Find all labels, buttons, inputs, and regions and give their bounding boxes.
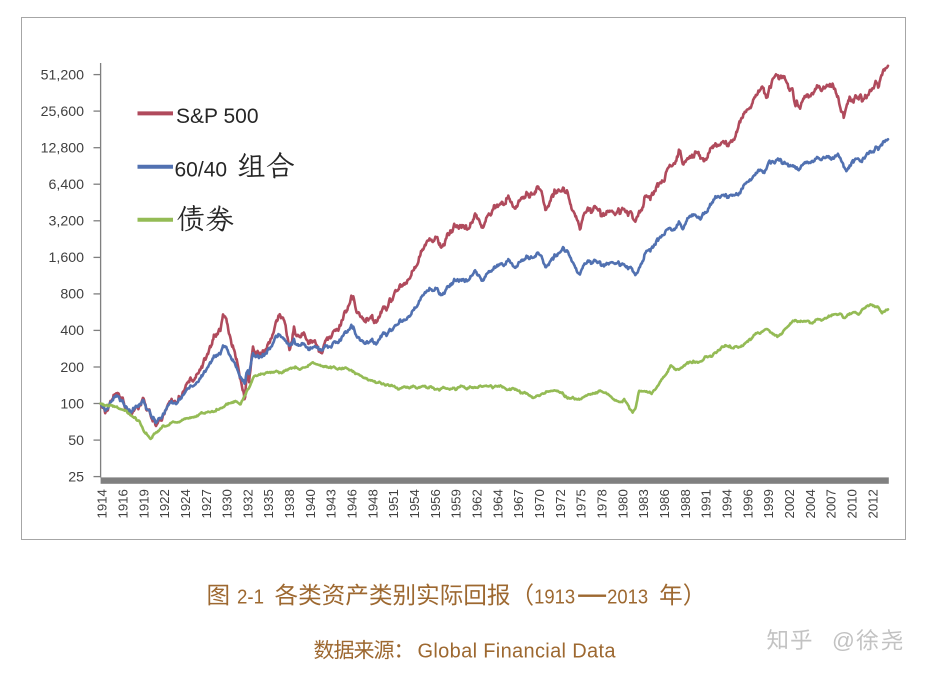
svg-text:1932: 1932 [240, 489, 255, 518]
svg-text:3,200: 3,200 [48, 214, 84, 230]
svg-text:1940: 1940 [303, 489, 318, 518]
svg-text:60/40: 60/40 [175, 159, 228, 182]
svg-text:50: 50 [68, 433, 84, 449]
svg-text:1951: 1951 [386, 489, 401, 518]
svg-text:2007: 2007 [824, 489, 839, 518]
svg-text:1967: 1967 [511, 489, 526, 518]
svg-text:2013: 2013 [607, 586, 648, 609]
svg-text:25,600: 25,600 [41, 104, 85, 120]
svg-text:1962: 1962 [470, 489, 485, 518]
svg-text:1935: 1935 [261, 489, 276, 518]
svg-text:1924: 1924 [178, 489, 193, 518]
svg-text:51,200: 51,200 [41, 67, 85, 83]
svg-text:1991: 1991 [699, 489, 714, 518]
svg-text:2010: 2010 [845, 489, 860, 518]
svg-text:6,400: 6,400 [48, 177, 84, 193]
svg-text:1919: 1919 [136, 489, 151, 518]
svg-text:1938: 1938 [282, 489, 297, 518]
svg-text:1948: 1948 [365, 489, 380, 518]
svg-text:200: 200 [60, 360, 84, 376]
svg-text:1986: 1986 [657, 489, 672, 518]
svg-text:1978: 1978 [595, 489, 610, 518]
svg-text:2004: 2004 [803, 489, 818, 518]
svg-text:1946: 1946 [345, 489, 360, 518]
svg-text:1922: 1922 [157, 489, 172, 518]
svg-text:1972: 1972 [553, 489, 568, 518]
svg-text:1914: 1914 [95, 489, 110, 518]
svg-text:Global Financial Data: Global Financial Data [418, 641, 617, 663]
svg-text:1,600: 1,600 [48, 250, 84, 266]
svg-text:1930: 1930 [220, 489, 235, 518]
svg-text:1954: 1954 [407, 489, 422, 518]
svg-text:1975: 1975 [574, 489, 589, 518]
svg-text:1964: 1964 [490, 489, 505, 518]
svg-text:@: @ [832, 628, 855, 653]
svg-text:@: @ [834, 630, 857, 655]
svg-text:1927: 1927 [199, 489, 214, 518]
svg-text:400: 400 [60, 323, 84, 339]
svg-text:1996: 1996 [740, 489, 755, 518]
svg-text:1994: 1994 [720, 489, 735, 518]
svg-text:1943: 1943 [324, 489, 339, 518]
svg-text:12,800: 12,800 [41, 141, 85, 157]
svg-text:1970: 1970 [532, 489, 547, 518]
svg-text:1999: 1999 [761, 489, 776, 518]
svg-text:1913: 1913 [534, 586, 575, 609]
svg-text:800: 800 [60, 287, 84, 303]
svg-text:S&P 500: S&P 500 [176, 105, 259, 128]
svg-text:25: 25 [68, 469, 84, 485]
svg-text:100: 100 [60, 396, 84, 412]
svg-text:2002: 2002 [782, 489, 797, 518]
svg-text:1983: 1983 [636, 489, 651, 518]
svg-text:1988: 1988 [678, 489, 693, 518]
svg-text:2012: 2012 [865, 489, 880, 518]
svg-text:1980: 1980 [615, 489, 630, 518]
svg-text:1956: 1956 [428, 489, 443, 518]
svg-text:1916: 1916 [115, 489, 130, 518]
svg-text:1959: 1959 [449, 489, 464, 518]
svg-text:2-1: 2-1 [237, 586, 264, 609]
